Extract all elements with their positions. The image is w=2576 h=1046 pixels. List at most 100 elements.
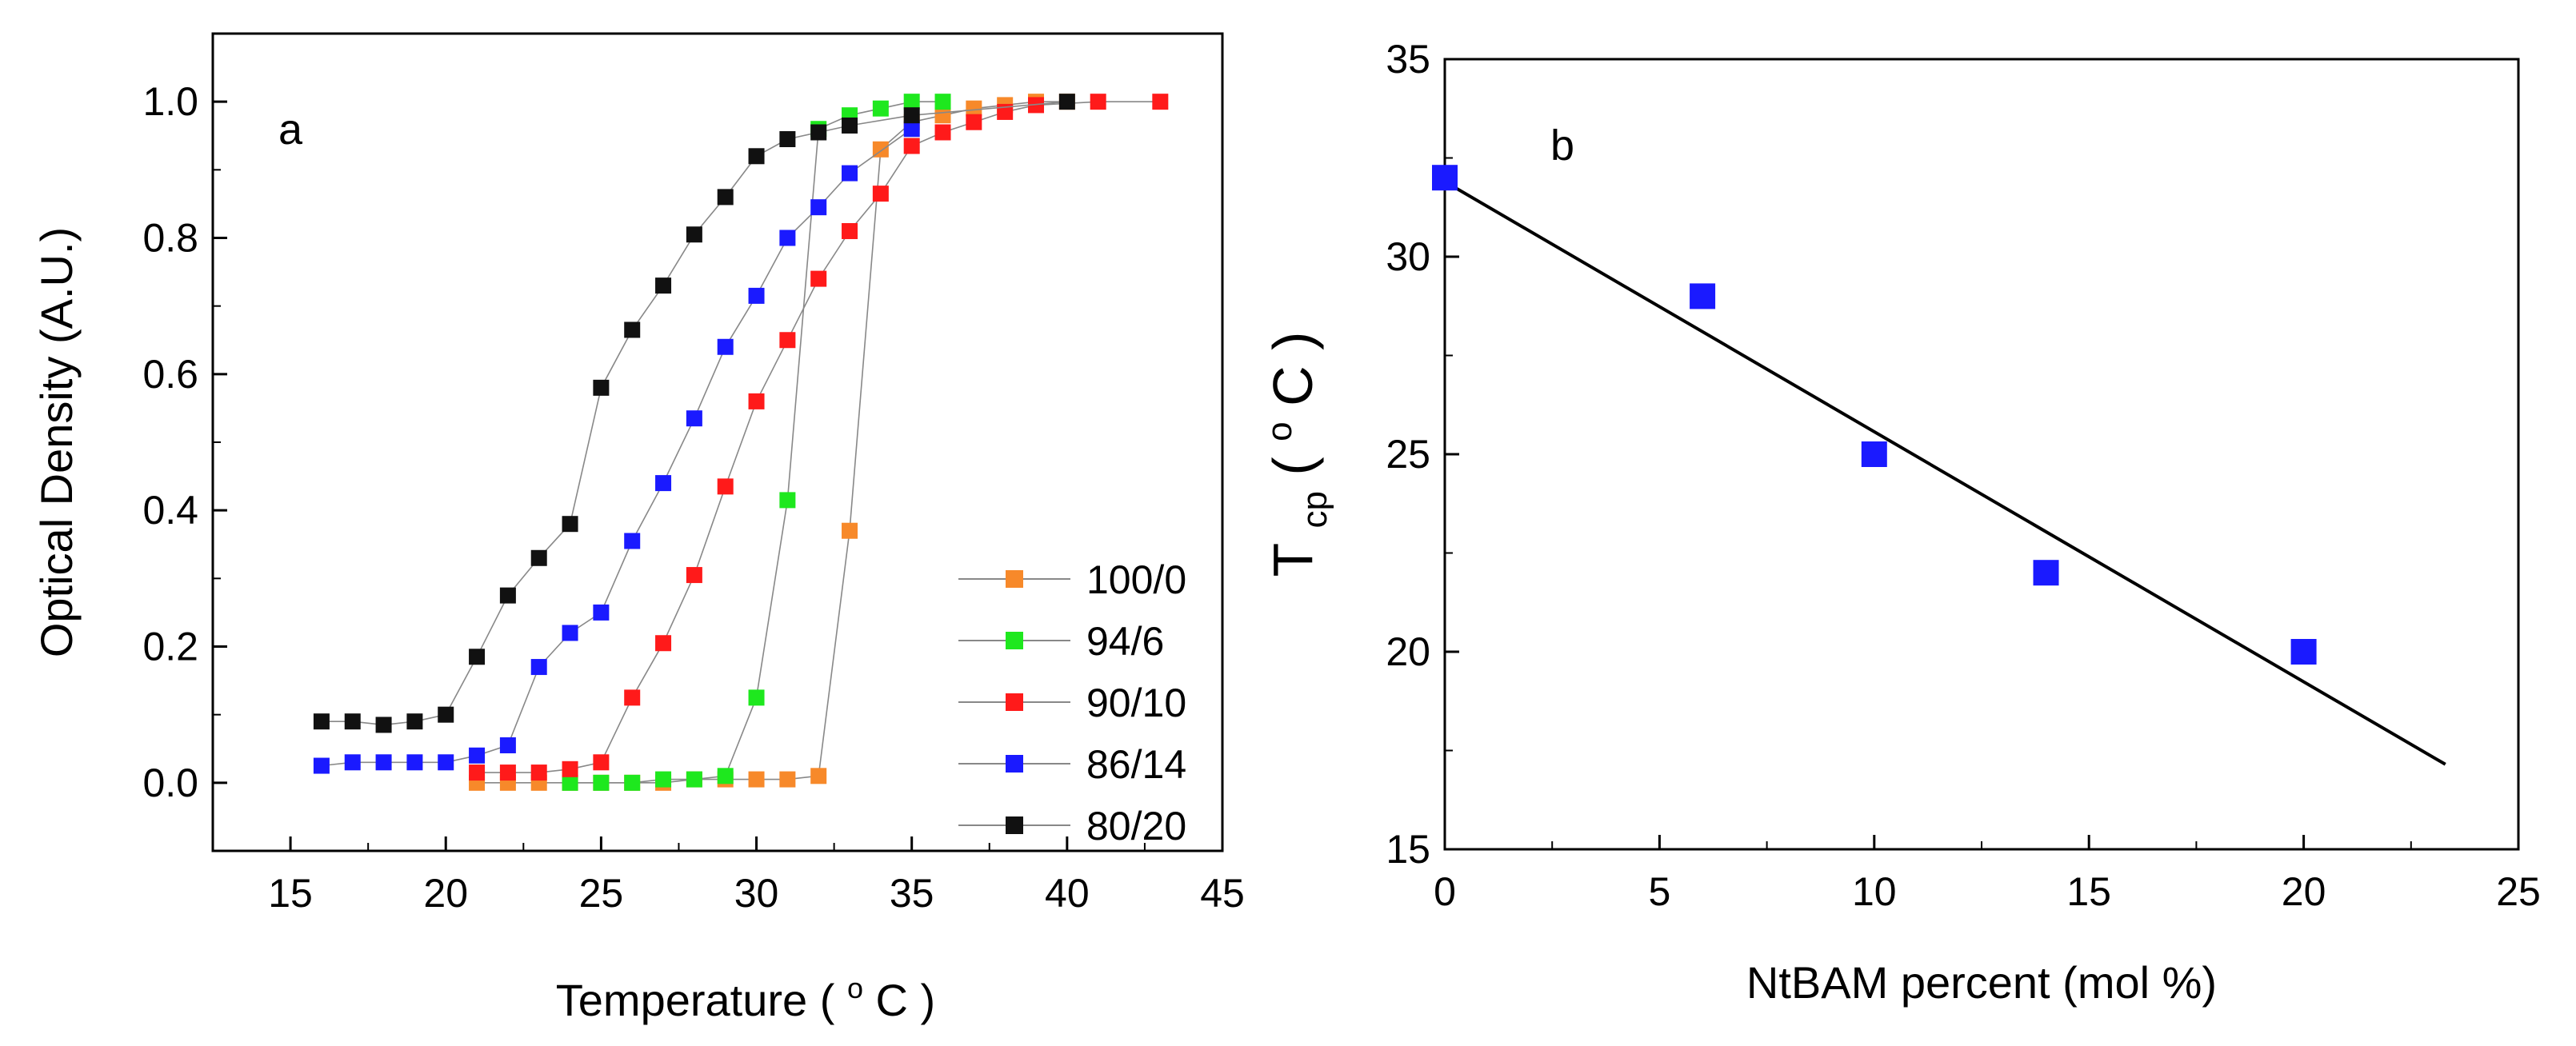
data-point: [810, 270, 827, 287]
panel-b-series: [1432, 165, 2446, 766]
data-point: [686, 226, 702, 243]
data-point: [779, 230, 796, 246]
panel-b-y-tick-label: 30: [1386, 234, 1430, 279]
data-point: [655, 635, 672, 652]
data-point: [934, 94, 951, 110]
panel-a-x-tick-label: 25: [579, 871, 624, 916]
data-point: [934, 107, 951, 124]
panel-b-x-tick-label: 10: [1852, 869, 1897, 914]
data-point: [842, 117, 858, 134]
panel-b-y-axis-unit-open: (: [1262, 457, 1324, 475]
data-point: [406, 713, 423, 730]
data-point: [903, 138, 920, 154]
panel-b-x-axis-title: NtBAM percent (mol %): [1746, 957, 2217, 1008]
data-point: [655, 475, 672, 492]
data-point: [655, 277, 672, 294]
data-point: [562, 761, 578, 777]
legend-entry: 90/10: [958, 681, 1186, 725]
data-point: [748, 689, 765, 706]
data-point: [686, 771, 702, 788]
data-point: [1090, 94, 1106, 110]
panel-a-series: [313, 94, 1169, 791]
data-point: [934, 124, 951, 141]
panel-a-y-tick-label: 1.0: [142, 79, 198, 124]
panel-a-legend: 100/0 94/6 90/10 86/14 80/20: [958, 557, 1186, 848]
data-point: [624, 774, 641, 791]
panel-a-x-axis-title: Temperature ( o C ): [556, 957, 935, 1025]
panel-b-y-axis-title-main: T: [1262, 543, 1324, 577]
data-point: [499, 765, 516, 781]
data-point: [562, 516, 578, 533]
panel-b-y-axis-title: T cp ( o C ): [1241, 332, 1338, 577]
data-point: [1058, 94, 1075, 110]
data-point: [624, 533, 641, 549]
data-point: [375, 717, 392, 733]
panel-a-y-tick-label: 0.2: [142, 625, 198, 669]
data-point: [717, 478, 734, 495]
panel-b-x-tick-label: 20: [2282, 869, 2326, 914]
legend-label: 100/0: [1086, 557, 1186, 602]
data-point: [655, 771, 672, 788]
panel-a-x-tick-label: 20: [423, 871, 468, 916]
data-point: [686, 567, 702, 584]
data-point: [810, 199, 827, 216]
data-point: [903, 121, 920, 138]
data-point: [562, 774, 578, 791]
data-point: [1028, 97, 1045, 114]
series-86-14: [313, 121, 920, 774]
panel-b-y-tick-label: 35: [1386, 37, 1430, 82]
data-point: [313, 757, 330, 774]
panel-a-x-axis-degree: o: [847, 972, 863, 1004]
data-point: [748, 771, 765, 788]
panel-b: 0 5 10 15 20 25 15 20 25 30 35 b T cp ( o C ) NtBA…: [1241, 37, 2541, 1008]
data-point: [438, 706, 454, 723]
data-point: [469, 765, 486, 781]
series-90-10: [469, 94, 1169, 781]
panel-a-x-tick-label: 35: [890, 871, 934, 916]
panel-a-y-axis-title: Optical Density (A.U.): [31, 227, 82, 657]
legend-swatch: [1006, 632, 1023, 649]
data-point: [593, 774, 610, 791]
legend-entry: 94/6: [958, 619, 1164, 664]
panel-a-x-axis-title-text: Temperature: [556, 975, 807, 1025]
panel-a-x-tick-label: 40: [1045, 871, 1090, 916]
legend-swatch: [1006, 570, 1023, 588]
data-point: [779, 332, 796, 349]
data-point: [438, 754, 454, 771]
data-point: [717, 768, 734, 784]
panel-b-x-tick-label: 15: [2066, 869, 2111, 914]
data-point: [1690, 283, 1716, 309]
panel-a: 15 20 25 30 35 40 45 0.0 0.2 0.4 0.6 0.8 1.0 a Optic…: [31, 32, 1245, 1025]
data-point: [499, 737, 516, 753]
data-point: [717, 189, 734, 206]
legend-label: 80/20: [1086, 804, 1186, 848]
data-point: [842, 222, 858, 239]
data-point: [748, 148, 765, 165]
panel-a-ticks: 15 20 25 30 35 40 45 0.0 0.2 0.4 0.6 0.8 1.0: [142, 79, 1244, 916]
data-point: [469, 747, 486, 764]
panel-a-x-axis-unit-close: ): [921, 975, 936, 1025]
panel-a-x-tick-label: 30: [734, 871, 779, 916]
data-point: [530, 549, 547, 566]
data-point: [686, 410, 702, 427]
legend-swatch: [1006, 755, 1023, 773]
data-point: [375, 754, 392, 771]
legend-entry: 100/0: [958, 557, 1186, 602]
panel-b-label: b: [1550, 122, 1574, 170]
data-point: [779, 492, 796, 509]
data-point: [966, 114, 982, 130]
data-point: [2033, 560, 2059, 586]
panel-b-y-axis-title-sub: cp: [1295, 491, 1334, 528]
data-point: [748, 393, 765, 409]
panel-a-y-tick-label: 0.6: [142, 352, 198, 397]
legend-label: 94/6: [1086, 619, 1164, 664]
data-point: [499, 587, 516, 604]
panel-b-y-axis-unit-c: C: [1262, 365, 1324, 406]
panel-a-x-tick-label: 45: [1200, 871, 1245, 916]
data-point: [1432, 165, 1458, 191]
legend-entry: 80/20: [958, 804, 1186, 848]
panel-b-frame: [1443, 58, 2520, 851]
data-point: [1861, 441, 1887, 467]
data-point: [344, 754, 361, 771]
